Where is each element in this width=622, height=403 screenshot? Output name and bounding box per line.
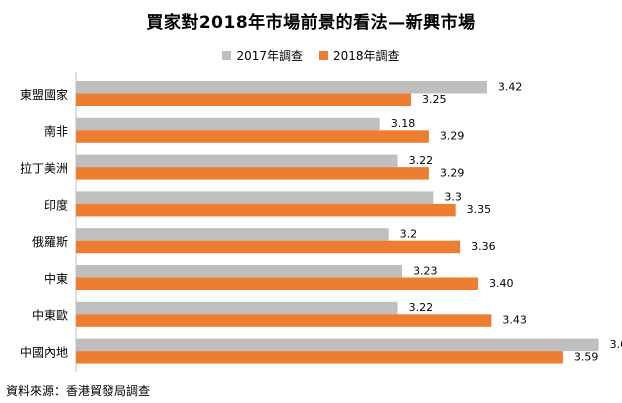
data-label-2018: 3.29 xyxy=(440,166,465,179)
legend-item-2017: 2017年調查 xyxy=(222,47,303,64)
bar-2017 xyxy=(76,228,389,241)
bar-2017 xyxy=(76,117,380,131)
bar-2018 xyxy=(76,314,492,327)
category-label: 中東歐 xyxy=(32,308,68,323)
bar-2017 xyxy=(76,338,599,352)
legend: 2017年調查 2018年調查 xyxy=(0,47,622,64)
chart-title: 買家對2018年市場前景的看法—新興市場 xyxy=(146,13,476,33)
bar-2018 xyxy=(76,167,429,180)
bar-2017 xyxy=(76,154,398,168)
bar-2018 xyxy=(76,93,411,106)
legend-label-2017: 2017年調查 xyxy=(236,49,303,63)
bar-2017 xyxy=(76,265,403,278)
bar-2018 xyxy=(76,351,563,364)
category-label: 東盟國家 xyxy=(20,87,68,102)
legend-label-2018: 2018年調查 xyxy=(333,49,400,63)
data-label-2018: 3.59 xyxy=(574,350,599,363)
data-label-2018: 3.35 xyxy=(467,203,492,216)
data-label-2017: 3.3 xyxy=(444,191,462,204)
legend-item-2018: 2018年調查 xyxy=(319,47,400,64)
category-label: 南非 xyxy=(44,124,68,139)
bar-2017 xyxy=(76,81,487,94)
legend-swatch-2017 xyxy=(222,51,232,60)
category-label: 中國內地 xyxy=(20,345,68,360)
source-note: 資料來源：香港貿發局調查 xyxy=(6,384,151,398)
category-label: 俄羅斯 xyxy=(32,235,68,249)
data-label-2017: 3.22 xyxy=(409,301,434,314)
bar-2017 xyxy=(76,301,398,315)
data-label-2017: 3.23 xyxy=(413,264,438,277)
data-label-2017: 3.22 xyxy=(409,154,434,167)
data-label-2018: 3.36 xyxy=(471,240,496,253)
data-label-2017: 3.2 xyxy=(400,227,418,240)
data-label-2018: 3.43 xyxy=(502,314,527,327)
bar-2018 xyxy=(76,130,429,143)
data-label-2017: 3.67 xyxy=(610,338,622,351)
legend-swatch-2018 xyxy=(319,51,328,60)
category-label: 印度 xyxy=(44,197,68,212)
data-label-2017: 3.42 xyxy=(498,80,523,93)
category-label: 拉丁美洲 xyxy=(20,161,68,176)
bar-2018 xyxy=(76,277,478,290)
bar-2018 xyxy=(76,240,461,254)
bar-2017 xyxy=(76,191,434,204)
data-label-2018: 3.40 xyxy=(489,277,514,290)
bar-2018 xyxy=(76,203,456,217)
data-label-2017: 3.18 xyxy=(391,117,416,130)
data-label-2018: 3.29 xyxy=(440,130,465,143)
category-label: 中東 xyxy=(44,271,68,286)
data-label-2018: 3.25 xyxy=(422,93,447,106)
